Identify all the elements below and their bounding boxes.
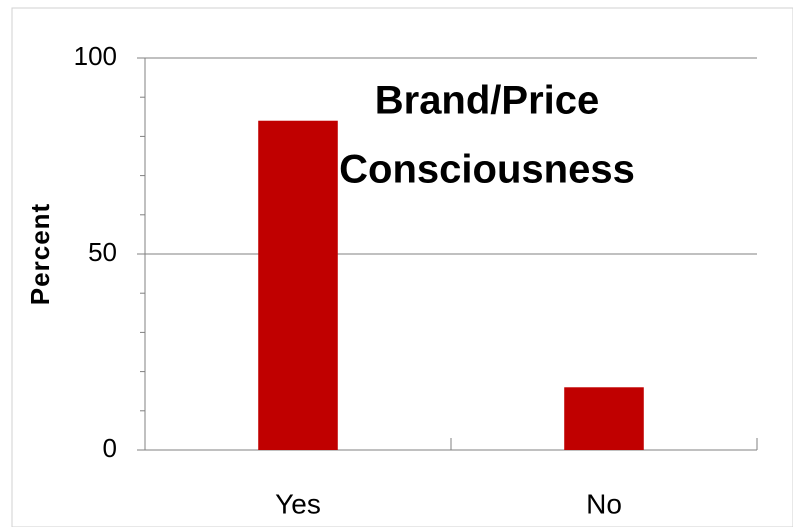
x-tick-label: No bbox=[586, 488, 622, 519]
chart-title: Consciousness bbox=[339, 148, 635, 192]
bar bbox=[258, 120, 338, 450]
y-tick-label: 0 bbox=[103, 433, 117, 463]
page-frame bbox=[11, 7, 793, 527]
chart-title: Brand/Price bbox=[375, 79, 600, 123]
y-axis-label: Percent bbox=[25, 203, 55, 305]
y-tick-label: 50 bbox=[88, 237, 117, 267]
bar bbox=[564, 387, 644, 450]
y-tick-label: 100 bbox=[74, 41, 117, 71]
x-tick-label: Yes bbox=[275, 488, 321, 519]
